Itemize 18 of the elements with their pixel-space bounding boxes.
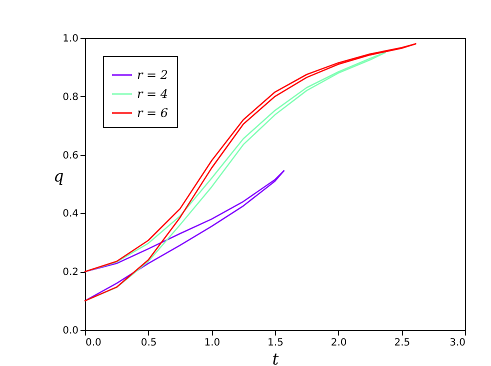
y-tick-label: 0.2: [62, 267, 78, 278]
x-tick-label: 1.0: [204, 338, 220, 348]
y-tick-label: 0.0: [62, 326, 78, 336]
y-tick-label: 0.4: [62, 208, 78, 220]
y-tick-label: 0.8: [62, 92, 78, 103]
x-axis-title: t: [272, 350, 280, 366]
y-tick-label: 1.0: [62, 34, 78, 44]
legend-label: r = 4: [137, 87, 168, 101]
legend-label: r = 2: [137, 68, 168, 82]
legend-label: r = 6: [137, 106, 168, 120]
y-tick-label: 0.6: [62, 150, 78, 162]
x-tick-label: 2.5: [394, 338, 410, 348]
y-axis-title: q: [53, 166, 64, 186]
x-tick-label: 3.0: [450, 338, 466, 348]
x-tick-label: 0.5: [140, 338, 157, 348]
x-tick-label: 1.5: [268, 338, 284, 348]
x-tick-label: 2.0: [330, 338, 347, 348]
x-tick-label: 0.0: [86, 338, 102, 348]
